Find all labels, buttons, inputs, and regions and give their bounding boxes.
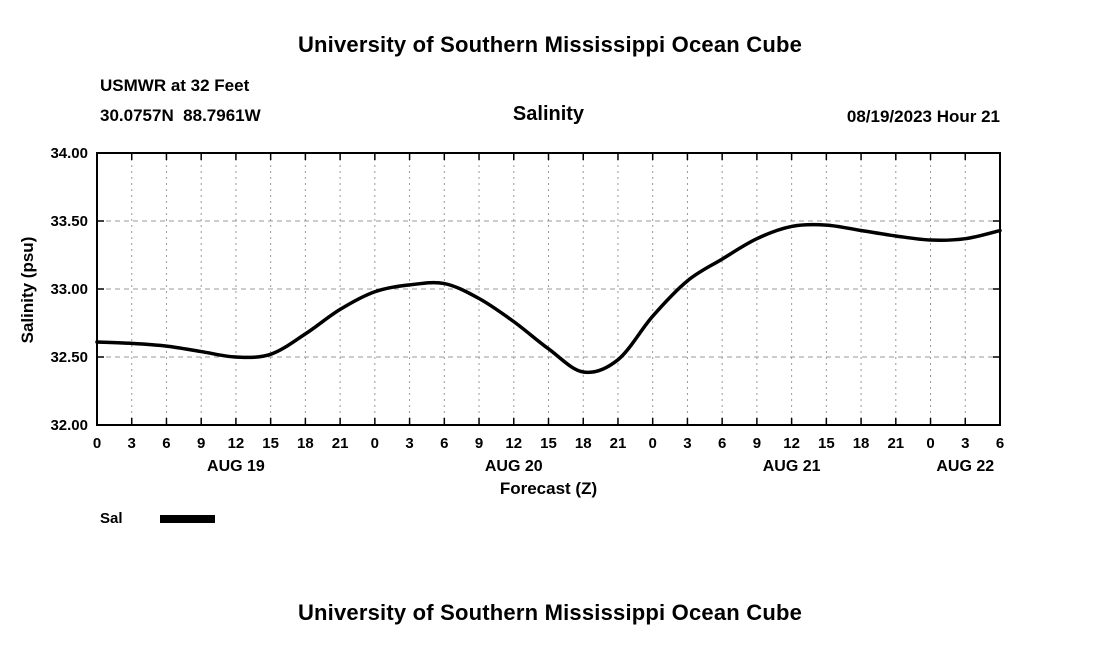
- x-tick-label: 0: [649, 435, 657, 452]
- x-tick-label: 9: [475, 435, 483, 452]
- x-tick-label: 15: [540, 435, 557, 452]
- x-tick-label: 12: [783, 435, 800, 452]
- station-label: USMWR at 32 Feet: [100, 76, 250, 95]
- legend-line-swatch: [160, 515, 215, 523]
- x-tick-label: 6: [718, 435, 726, 452]
- x-tick-label: 18: [297, 435, 314, 452]
- x-tick-label: 15: [818, 435, 835, 452]
- y-tick-label: 32.00: [50, 417, 88, 434]
- x-tick-label: 9: [753, 435, 761, 452]
- x-tick-label: 3: [683, 435, 691, 452]
- day-label: AUG 19: [207, 458, 265, 472]
- x-tick-label: 0: [926, 435, 934, 452]
- page-title-bottom: University of Southern Mississippi Ocean…: [297, 600, 803, 625]
- x-tick-label: 21: [887, 435, 904, 452]
- x-tick-label: 18: [575, 435, 592, 452]
- y-tick-label: 32.50: [50, 349, 88, 366]
- day-label: AUG 21: [763, 458, 821, 472]
- x-tick-label: 3: [961, 435, 969, 452]
- x-tick-label: 21: [610, 435, 627, 452]
- salinity-chart: 0 3 6 9 12 15 18 21 0 3 6 9 12 15 18 21 0 3 6 9 12 15 18 21 0 3 6A…: [50, 145, 1004, 472]
- x-tick-label: 15: [262, 435, 279, 452]
- x-tick-label: 12: [228, 435, 245, 452]
- plot-title: Salinity: [512, 103, 585, 125]
- coordinates-label: 30.0757N 88.7961W: [100, 106, 261, 125]
- x-tick-label: 3: [128, 435, 136, 452]
- x-tick-label: 9: [197, 435, 205, 452]
- run-time-label: 08/19/2023 Hour 21: [846, 107, 1000, 126]
- page-title-top: University of Southern Mississippi Ocean…: [297, 32, 803, 57]
- x-tick-label: 12: [505, 435, 522, 452]
- y-tick-label: 34.00: [50, 145, 88, 162]
- x-tick-label: 6: [440, 435, 448, 452]
- y-tick-label: 33.50: [50, 213, 88, 230]
- x-tick-label: 18: [853, 435, 870, 452]
- x-tick-label: 21: [332, 435, 349, 452]
- series-line-sal: [95, 222, 1002, 375]
- x-tick-label: 0: [93, 435, 101, 452]
- day-label: AUG 20: [485, 458, 543, 472]
- x-axis-label: Forecast (Z): [499, 479, 598, 498]
- y-tick-label: 33.00: [50, 281, 88, 298]
- day-label: AUG 22: [936, 458, 994, 472]
- legend-label: Sal: [100, 510, 123, 527]
- x-tick-label: 3: [405, 435, 413, 452]
- x-tick-label: 6: [162, 435, 170, 452]
- x-tick-label: 0: [371, 435, 379, 452]
- x-tick-label: 6: [996, 435, 1004, 452]
